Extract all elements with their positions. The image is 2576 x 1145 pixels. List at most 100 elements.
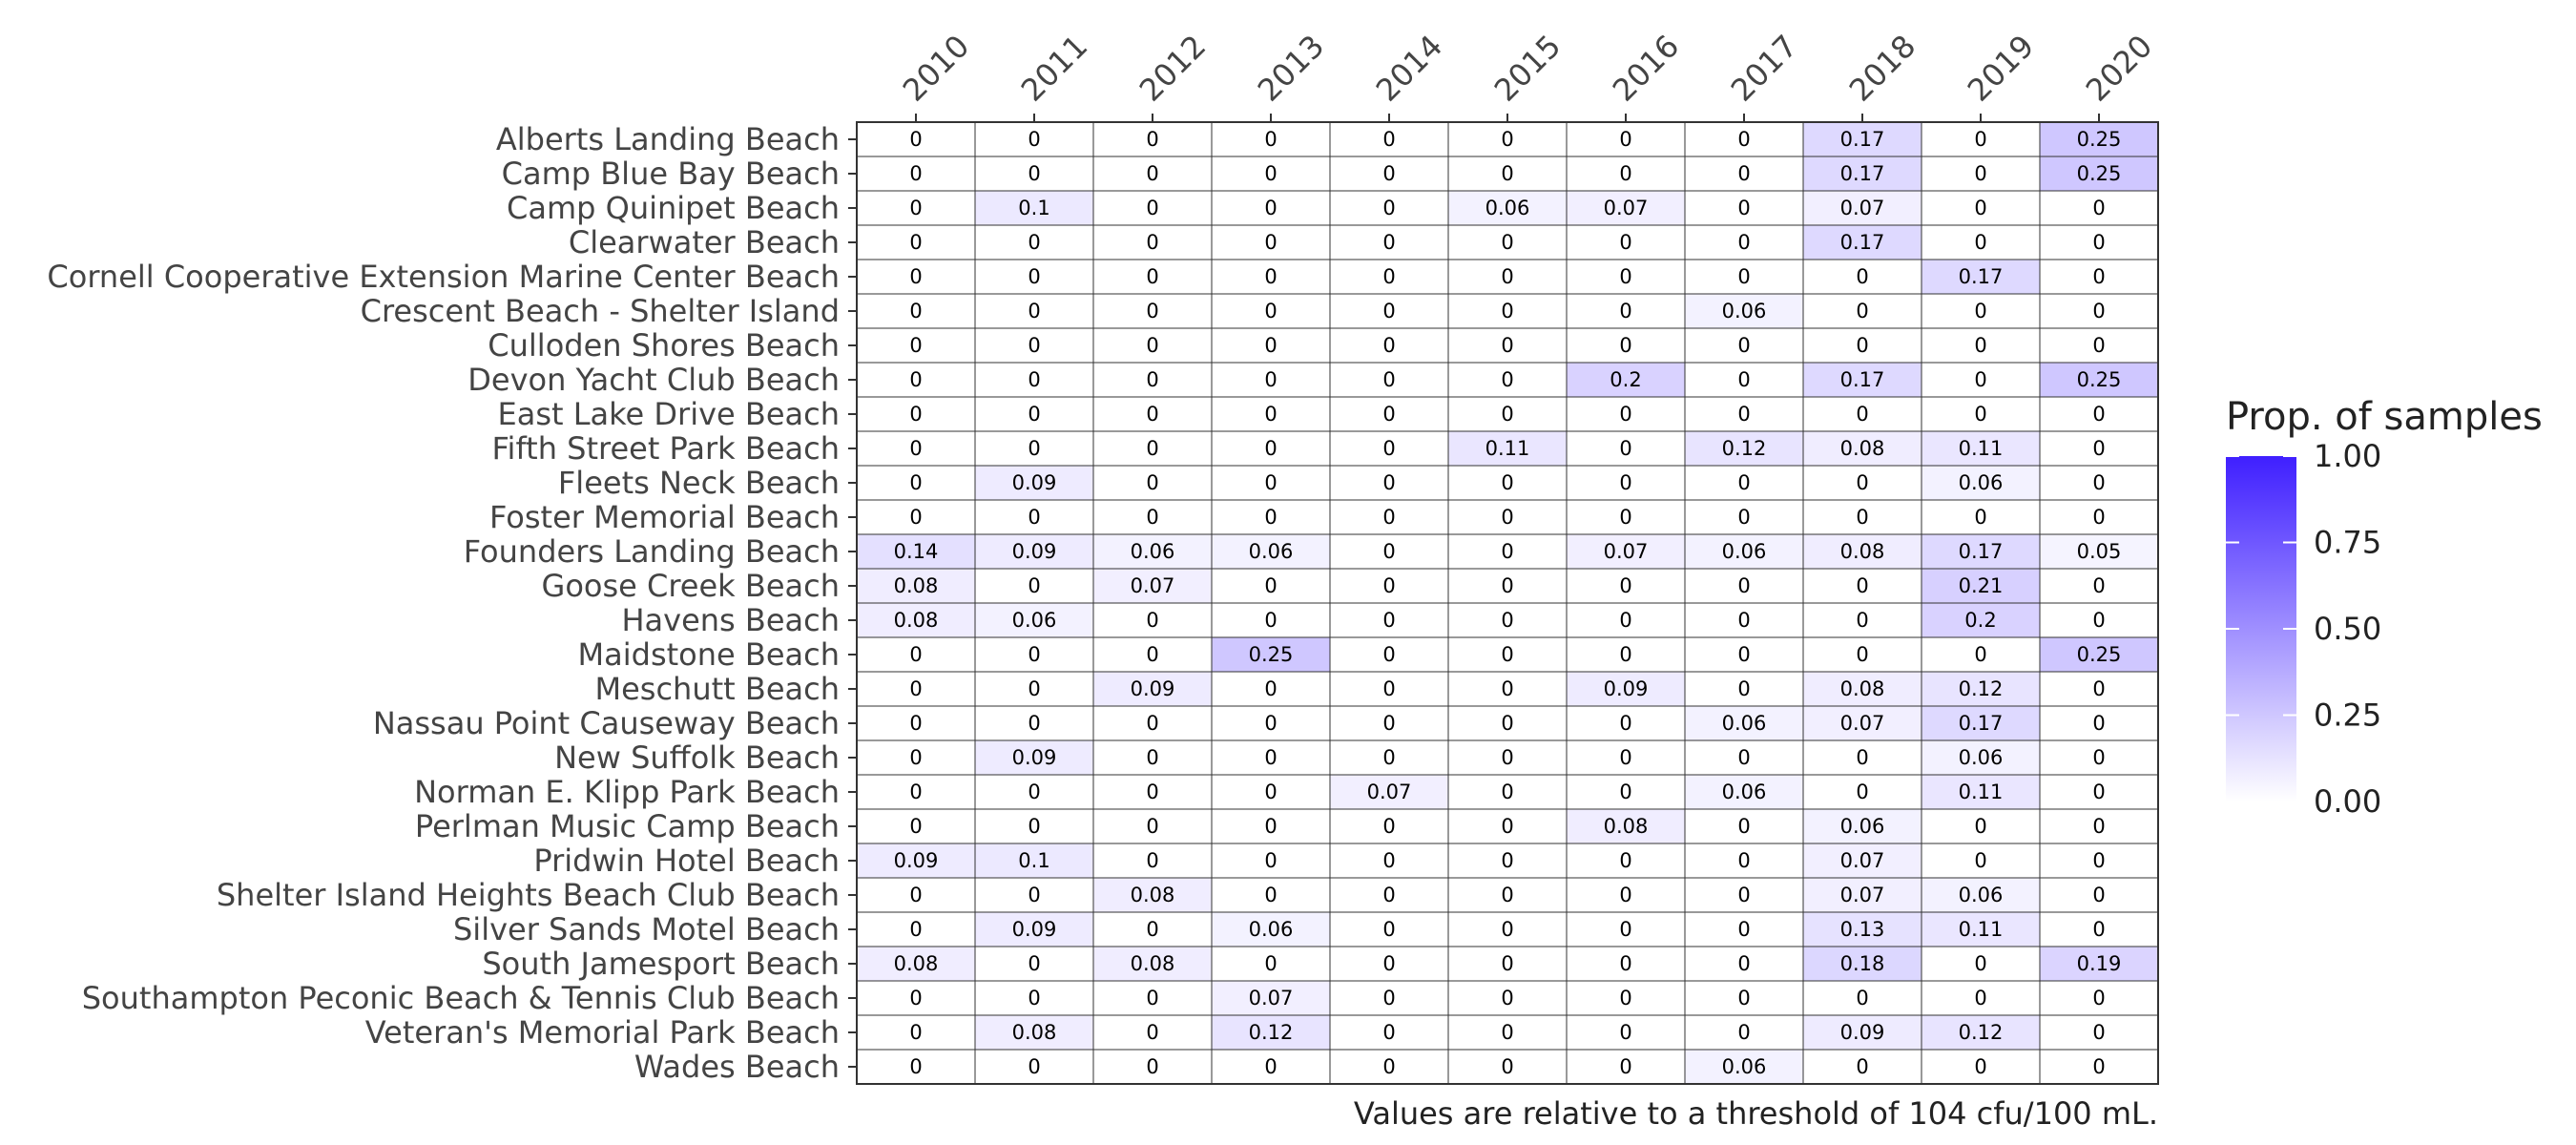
column-label: 2016 [1606,28,1686,108]
cell-value-label: 0 [909,334,922,357]
cell-value-label: 0.06 [1722,540,1767,563]
heatmap-cell [1447,224,1568,260]
cell-value-label: 0 [1737,471,1750,494]
row-label: Camp Blue Bay Beach [502,156,840,192]
heatmap-cell [1211,774,1331,810]
cell-value-label: 0 [1382,471,1395,494]
cell-value-label: 0.07 [1604,540,1649,563]
cell-value-label: 0 [909,265,922,288]
row-label: Meschutt Beach [594,671,840,707]
cell-value-label: 0 [1501,300,1513,323]
cell-value-label: 0 [2092,265,2105,288]
heatmap-cell [1092,396,1213,432]
heatmap-cell [856,224,976,260]
heatmap-cell [974,430,1094,467]
heatmap-cell [1684,1049,1804,1085]
heatmap-cell [974,327,1094,364]
cell-value-label: 0 [2092,471,2105,494]
heatmap-cell [1447,190,1568,226]
column-label: 2010 [896,28,976,108]
cell-value-label: 0.11 [1959,437,2004,460]
cell-value-label: 0.07 [1367,781,1412,803]
cell-value-label: 0 [1501,952,1513,975]
cell-value-label: 0 [1264,1055,1277,1078]
cell-value-label: 0.09 [1012,918,1057,941]
cell-value-label: 0 [1974,334,1986,357]
heatmap-cell [1684,121,1804,157]
color-legend: Prop. of samples 1.00 0.75 0.50 0.25 0.00 [2226,395,2543,820]
cell-value-label: 0 [1501,540,1513,563]
cell-value-label: 0 [1974,643,1986,666]
heatmap-cell [1921,293,2041,329]
row-label: East Lake Drive Beach [497,396,840,432]
row-label: Wades Beach [634,1049,840,1085]
heatmap-cell [1684,327,1804,364]
cell-value-label: 0 [1264,197,1277,219]
cell-value-label: 0 [1737,574,1750,597]
heatmap-cell [1802,774,1922,810]
cell-value-label: 0.2 [1964,609,1996,632]
cell-value-label: 0 [2092,918,2105,941]
heatmap-cell [856,465,976,501]
cell-value-label: 0 [1856,471,1868,494]
cell-value-label: 0 [909,781,922,803]
heatmap-cell [1566,911,1686,947]
cell-value-label: 0 [1264,471,1277,494]
cell-value-label: 0 [1501,368,1513,391]
heatmap-cell [1921,671,2041,707]
cell-value-label: 0 [2092,849,2105,872]
cell-value-label: 0.2 [1610,368,1641,391]
heatmap-cell [1684,293,1804,329]
cell-value-label: 0 [2092,746,2105,769]
heatmap-cell [1921,533,2041,570]
cell-value-label: 0 [1619,952,1631,975]
heatmap-cell [1211,533,1331,570]
cell-value-label: 0.08 [894,952,939,975]
cell-value-label: 0.06 [1722,300,1767,323]
column-label: 2019 [1961,28,2041,108]
heatmap-cell [974,362,1094,398]
heatmap-cell [1921,465,2041,501]
cell-value-label: 0 [909,368,922,391]
heatmap-cell [1921,705,2041,741]
cell-value-label: 0 [2092,1021,2105,1044]
heatmap-cell [856,705,976,741]
heatmap-cell [1802,1049,1922,1085]
heatmap-cell [1329,430,1449,467]
cell-value-label: 0.09 [1012,540,1057,563]
heatmap-cell [1684,224,1804,260]
cell-value-label: 0 [1737,884,1750,906]
cell-value-label: 0 [1264,574,1277,597]
cell-value-label: 0 [1501,506,1513,529]
cell-value-label: 0 [1382,574,1395,597]
cell-value-label: 0.08 [894,574,939,597]
cell-value-label: 0 [1028,334,1040,357]
heatmap-cell [1211,293,1331,329]
cell-value-label: 0 [1028,506,1040,529]
cell-value-label: 0 [1974,952,1986,975]
cell-value-label: 0 [1146,815,1158,838]
heatmap-cell [1802,121,1922,157]
cell-value-label: 0 [2092,403,2105,426]
heatmap-cell [2039,1014,2159,1051]
cell-value-label: 0 [1619,231,1631,254]
heatmap-cell [856,911,976,947]
heatmap-cell [1329,499,1449,535]
cell-value-label: 0 [909,506,922,529]
cell-value-label: 0 [1856,746,1868,769]
heatmap-cell [1092,1014,1213,1051]
cell-value-label: 0 [1737,128,1750,151]
heatmap-cell [1447,1049,1568,1085]
cell-value-label: 0.12 [1722,437,1767,460]
cell-value-label: 0 [1974,128,1986,151]
cell-value-label: 0 [1619,987,1631,1010]
cell-value-label: 0 [1619,849,1631,872]
cell-value-label: 0 [1264,506,1277,529]
cell-value-label: 0 [2092,677,2105,700]
cell-value-label: 0 [1501,987,1513,1010]
cell-value-label: 0 [1501,746,1513,769]
cell-value-label: 0 [1382,231,1395,254]
heatmap-cell [1329,224,1449,260]
heatmap-cell [1566,843,1686,879]
